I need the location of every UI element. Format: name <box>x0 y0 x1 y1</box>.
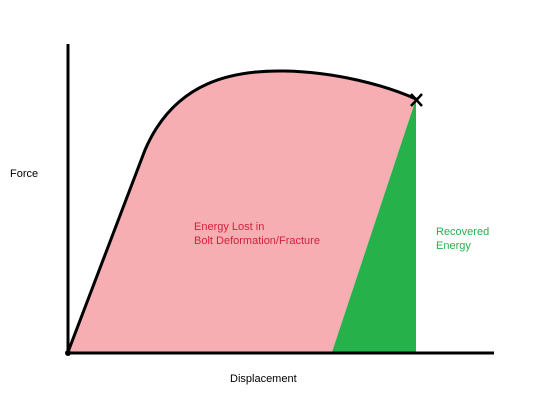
fracture-x-icon <box>410 93 423 107</box>
recovered-energy-region <box>332 99 416 352</box>
energy-lost-label: Energy Lost in Bolt Deformation/Fracture <box>194 220 344 248</box>
recovered-energy-label-line1: Recovered <box>436 226 490 238</box>
x-axis-label: Displacement <box>230 373 297 385</box>
load-curve <box>66 69 418 354</box>
energy-lost-label-line1: Energy Lost in <box>194 221 265 233</box>
origin-dot <box>65 350 71 356</box>
energy-lost-region <box>68 70 416 352</box>
recovered-energy-label-line2: Energy <box>436 240 471 252</box>
y-axis-label: Force <box>10 168 39 180</box>
energy-lost-label-line2: Bolt Deformation/Fracture <box>194 235 320 247</box>
recovered-energy-label: Recovered Energy <box>436 225 536 253</box>
